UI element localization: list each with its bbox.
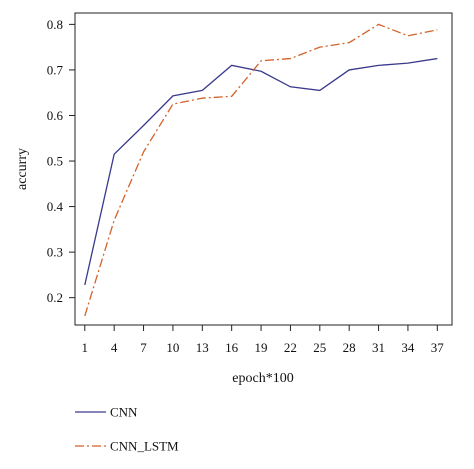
x-tick-label: 28 xyxy=(343,340,356,355)
y-tick-label: 0.6 xyxy=(47,108,64,123)
y-axis: 0.2 0.3 0.4 0.5 0.6 0.7 0.8 xyxy=(47,17,75,305)
series-lines xyxy=(84,23,438,317)
x-tick-label: 10 xyxy=(166,340,179,355)
series-line-cnn-lstm xyxy=(84,23,438,317)
x-tick-label: 31 xyxy=(372,340,385,355)
x-axis: 1 4 7 10 13 16 19 22 25 28 31 34 37 xyxy=(82,325,445,355)
x-tick-label: 16 xyxy=(225,340,239,355)
y-axis-title: accurry xyxy=(15,148,30,190)
x-tick-label: 7 xyxy=(140,340,147,355)
legend-label: CNN xyxy=(110,405,138,420)
x-tick-label: 19 xyxy=(255,340,268,355)
x-axis-title: epoch*100 xyxy=(232,371,293,386)
x-tick-label: 37 xyxy=(431,340,445,355)
x-tick-label: 34 xyxy=(401,340,415,355)
y-tick-label: 0.2 xyxy=(47,290,63,305)
y-tick-label: 0.5 xyxy=(47,154,63,169)
plot-frame xyxy=(74,12,453,326)
y-tick-label: 0.3 xyxy=(47,245,63,260)
y-tick-label: 0.4 xyxy=(47,199,64,214)
y-tick-label: 0.7 xyxy=(47,62,64,77)
y-tick-label: 0.8 xyxy=(47,17,63,32)
legend-label: CNN_LSTM xyxy=(110,439,179,454)
x-tick-label: 22 xyxy=(284,340,297,355)
x-tick-label: 4 xyxy=(111,340,118,355)
x-tick-label: 1 xyxy=(82,340,89,355)
x-tick-label: 25 xyxy=(313,340,326,355)
x-tick-label: 13 xyxy=(196,340,209,355)
series-line-cnn xyxy=(84,57,438,286)
legend: CNN CNN_LSTM xyxy=(75,405,179,454)
